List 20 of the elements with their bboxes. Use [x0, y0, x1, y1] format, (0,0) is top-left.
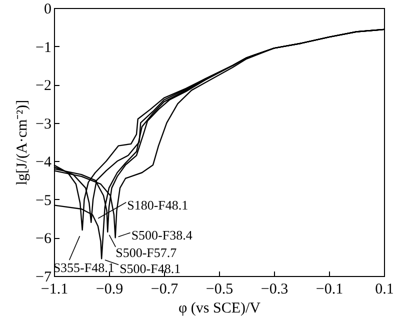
- y-tick-label: −3: [36, 116, 52, 132]
- x-tick-label: −0.1: [316, 282, 344, 298]
- x-tick-label: −0.3: [260, 282, 288, 298]
- y-tick-label: −1: [36, 40, 52, 56]
- x-tick-label: −0.9: [96, 282, 124, 298]
- y-tick-label: −5: [36, 192, 52, 209]
- x-tick-label: 0.1: [375, 282, 394, 298]
- y-tick-label: −2: [36, 78, 52, 94]
- x-axis-title: φ (vs SCE)/V: [178, 300, 261, 316]
- y-tick-label: −4: [36, 154, 52, 171]
- x-tick-label: −0.7: [150, 282, 179, 298]
- y-tick-label: −6: [36, 231, 52, 248]
- annotation: S355-F48.1: [53, 260, 114, 276]
- x-tick-label: −0.5: [206, 282, 234, 298]
- y-axis-title: lg[J/(A·cm⁻²)]: [14, 100, 31, 186]
- annotation: S180-F48.1: [127, 197, 188, 212]
- annotation: S500-F57.7: [116, 244, 178, 260]
- y-tick-label: 0: [44, 2, 52, 18]
- annotation: S500-F38.4: [131, 228, 193, 243]
- annotation: S500-F48.1: [120, 260, 181, 276]
